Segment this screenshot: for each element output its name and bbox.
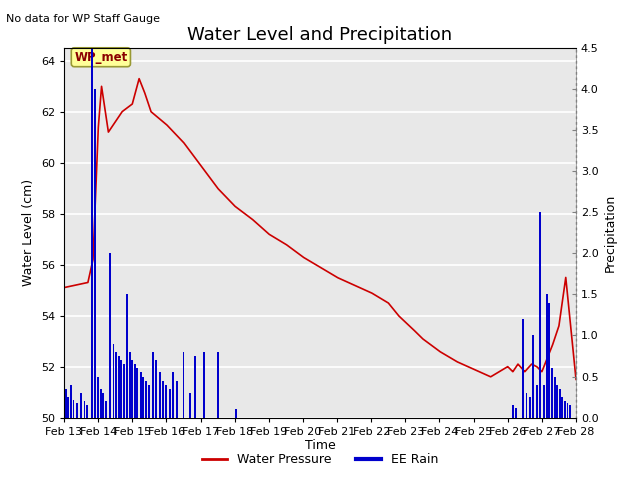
Bar xyxy=(529,397,531,418)
Bar xyxy=(131,360,133,418)
Bar xyxy=(140,372,141,418)
Legend: Water Pressure, EE Rain: Water Pressure, EE Rain xyxy=(196,448,444,471)
Bar xyxy=(561,397,563,418)
Bar xyxy=(166,385,167,418)
Bar xyxy=(136,368,138,418)
Bar xyxy=(522,319,524,418)
Bar xyxy=(95,89,97,418)
Bar xyxy=(156,360,157,418)
Bar xyxy=(566,403,568,418)
Bar xyxy=(548,302,550,418)
Bar xyxy=(152,352,154,418)
Y-axis label: Water Level (cm): Water Level (cm) xyxy=(22,179,35,287)
Bar xyxy=(556,385,558,418)
Bar xyxy=(123,364,125,418)
Bar xyxy=(564,401,566,418)
Bar xyxy=(76,403,78,418)
Bar xyxy=(120,360,122,418)
Bar xyxy=(546,294,548,418)
Bar xyxy=(126,294,128,418)
Bar xyxy=(515,408,517,418)
X-axis label: Time: Time xyxy=(305,439,335,453)
Bar xyxy=(536,385,538,418)
Bar xyxy=(236,409,237,418)
Bar xyxy=(172,372,174,418)
Bar xyxy=(109,253,111,418)
Bar xyxy=(84,401,85,418)
Title: Water Level and Precipitation: Water Level and Precipitation xyxy=(188,25,452,44)
Bar xyxy=(189,393,191,418)
Bar xyxy=(102,393,104,418)
Bar xyxy=(540,212,541,418)
Bar xyxy=(145,381,147,418)
Bar xyxy=(142,376,144,418)
Bar xyxy=(159,372,161,418)
Bar xyxy=(551,368,553,418)
Bar xyxy=(203,352,205,418)
Bar xyxy=(86,405,88,418)
Bar xyxy=(113,344,115,418)
Bar xyxy=(176,381,177,418)
Bar xyxy=(67,397,69,418)
Bar xyxy=(169,389,171,418)
Bar xyxy=(134,364,136,418)
Bar xyxy=(554,376,556,418)
Bar xyxy=(100,389,102,418)
Text: WP_met: WP_met xyxy=(74,51,127,64)
Bar xyxy=(129,352,131,418)
Y-axis label: Precipitation: Precipitation xyxy=(604,193,617,272)
Bar xyxy=(512,405,514,418)
Bar xyxy=(162,381,164,418)
Bar xyxy=(115,352,117,418)
Bar xyxy=(559,389,561,418)
Bar xyxy=(195,356,196,418)
Text: No data for WP Staff Gauge: No data for WP Staff Gauge xyxy=(6,14,161,24)
Bar xyxy=(217,352,218,418)
Bar xyxy=(182,352,184,418)
Bar xyxy=(97,376,99,418)
Bar xyxy=(72,399,74,418)
Bar xyxy=(118,356,120,418)
Bar xyxy=(569,405,571,418)
Bar xyxy=(70,385,72,418)
Bar xyxy=(80,393,82,418)
Bar xyxy=(65,389,67,418)
Bar xyxy=(525,393,527,418)
Bar xyxy=(543,385,545,418)
Bar xyxy=(148,385,150,418)
Bar xyxy=(532,336,534,418)
Bar xyxy=(105,401,107,418)
Bar xyxy=(91,48,93,418)
